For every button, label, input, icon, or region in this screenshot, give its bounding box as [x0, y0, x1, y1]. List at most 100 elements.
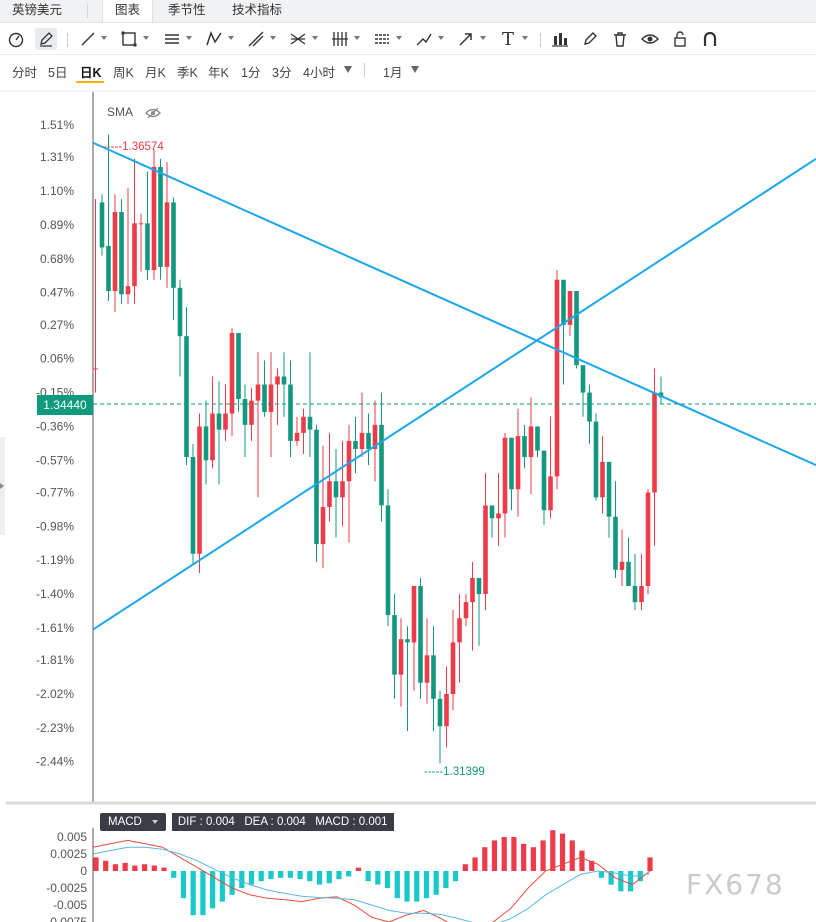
candle-body: [320, 507, 326, 545]
candle-body: [405, 639, 410, 643]
period-timeline[interactable]: 分时: [12, 66, 38, 80]
period-5day[interactable]: 5日: [48, 66, 68, 80]
macd-histogram-bar: [627, 871, 634, 892]
candle-body: [184, 336, 189, 458]
candle-body: [528, 426, 534, 458]
period-weekly[interactable]: 周K: [113, 66, 134, 80]
period-monthly[interactable]: 月K: [145, 66, 166, 80]
macd-histogram-bar: [462, 864, 468, 871]
line-icon[interactable]: [77, 28, 99, 50]
macd-tick-label: 0.0025: [50, 847, 87, 861]
chevron-down-icon[interactable]: [480, 36, 486, 40]
fork-icon[interactable]: [245, 28, 267, 50]
edit-icon[interactable]: [579, 28, 601, 50]
candle-body: [392, 615, 397, 675]
candle-body: [119, 212, 124, 295]
candle-body: [385, 505, 391, 616]
chevron-down-icon[interactable]: [101, 36, 107, 40]
macd-histogram-bar: [258, 871, 264, 882]
trendline[interactable]: [92, 141, 816, 467]
chevron-down-icon[interactable]: [354, 36, 360, 40]
gauge-icon[interactable]: [5, 28, 27, 50]
candle-body: [307, 416, 313, 430]
candle-body: [600, 461, 605, 498]
y-tick-label: -2.23%: [36, 721, 74, 735]
candle-body: [398, 639, 404, 675]
parallel-lines-icon[interactable]: [161, 28, 183, 50]
text-icon[interactable]: T: [501, 28, 514, 50]
chevron-down-icon[interactable]: [312, 36, 318, 40]
range-selector[interactable]: 1月: [383, 66, 403, 80]
candle-body: [359, 432, 365, 449]
candle-body: [574, 291, 579, 366]
measure-icon[interactable]: [329, 28, 351, 50]
indicator-sma-label[interactable]: SMA: [107, 105, 134, 119]
period-daily[interactable]: 日K: [80, 66, 102, 80]
eye-hidden-icon[interactable]: [145, 107, 161, 119]
tab-technical-indicators[interactable]: 技术指标: [232, 3, 283, 17]
macd-histogram-bar: [141, 864, 148, 871]
trendline[interactable]: [92, 158, 816, 631]
bar-chart-icon[interactable]: [549, 28, 571, 50]
chevron-right-icon[interactable]: [0, 483, 4, 489]
macd-dea-line: [92, 846, 651, 922]
candle-body: [294, 432, 300, 441]
chevron-down-icon[interactable]: [186, 36, 192, 40]
pencil-icon[interactable]: [35, 28, 57, 50]
eye-icon[interactable]: [639, 28, 661, 50]
candles: [93, 134, 664, 764]
period-more-icon[interactable]: [344, 66, 352, 73]
y-axis-ticks: 1.51% 1.31% 1.10% 0.89% 0.68% 0.47% 0.27% 0.06%…: [36, 118, 74, 769]
chevron-down-icon[interactable]: [522, 36, 528, 40]
candle-body: [262, 384, 267, 412]
macd-values: DIF : 0.004 DEA : 0.004 MACD : 0.001: [171, 813, 394, 831]
macd-histogram-bar: [608, 871, 614, 885]
channel-icon[interactable]: [371, 28, 393, 50]
magnet-icon[interactable]: [699, 28, 721, 50]
candle-body: [125, 286, 131, 295]
period-quarterly[interactable]: 季K: [177, 66, 198, 80]
macd-histogram-bar: [287, 871, 293, 878]
macd-selector[interactable]: MACD: [100, 813, 166, 831]
range-dropdown-icon[interactable]: [411, 66, 419, 73]
period-yearly[interactable]: 年K: [208, 66, 229, 80]
period-1min[interactable]: 1分: [241, 66, 261, 80]
candle-body: [171, 202, 176, 288]
pattern-icon[interactable]: [203, 28, 225, 50]
fib-icon[interactable]: [287, 28, 309, 50]
chevron-down-icon[interactable]: [270, 36, 276, 40]
candle-body: [353, 440, 358, 449]
chevron-down-icon[interactable]: [396, 36, 402, 40]
drawing-toolbar: T: [0, 24, 816, 55]
candle-body: [99, 202, 105, 248]
y-tick-label: -0.98%: [36, 519, 74, 533]
tab-chart[interactable]: 图表: [102, 0, 154, 22]
brush-icon[interactable]: [413, 28, 435, 50]
macd-histogram-bar: [472, 857, 478, 871]
tab-seasonality[interactable]: 季节性: [168, 3, 206, 17]
candle-body: [132, 223, 137, 287]
toolbar-divider: [67, 33, 68, 47]
candle-body: [444, 694, 449, 727]
candle-body: [418, 586, 423, 683]
candle-body: [229, 332, 235, 414]
macd-histogram-bar: [618, 871, 624, 892]
chevron-down-icon[interactable]: [228, 36, 234, 40]
rectangle-icon[interactable]: [118, 28, 140, 50]
active-period-underline: [76, 81, 104, 83]
lock-icon[interactable]: [669, 28, 691, 50]
macd-histogram-bar: [404, 871, 410, 902]
arrow-icon[interactable]: [455, 28, 477, 50]
candle-body: [476, 577, 482, 595]
candle-body: [541, 450, 547, 511]
period-3min[interactable]: 3分: [272, 66, 292, 80]
y-tick-label: 0.68%: [40, 252, 74, 266]
trash-icon[interactable]: [609, 28, 631, 50]
chevron-down-icon[interactable]: [151, 820, 158, 824]
chevron-down-icon[interactable]: [438, 36, 444, 40]
macd-histogram-bar: [171, 871, 177, 878]
period-4hour[interactable]: 4小时: [303, 66, 335, 80]
macd-histogram-bar: [394, 871, 400, 899]
chevron-down-icon[interactable]: [143, 36, 149, 40]
